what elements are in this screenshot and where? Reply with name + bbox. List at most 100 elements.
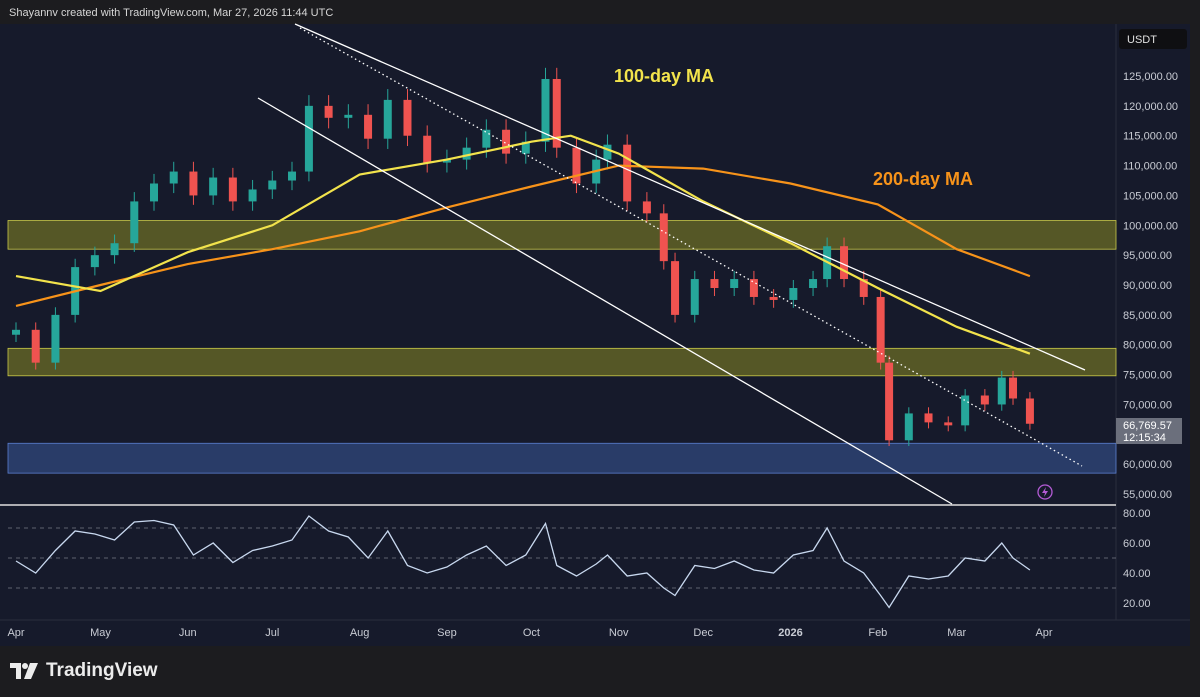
candle-body — [304, 105, 313, 172]
rsi-tick: 60.00 — [1123, 538, 1151, 550]
time-tick: 2026 — [778, 627, 802, 639]
ma200-line — [15, 164, 1031, 307]
time-tick: Feb — [868, 627, 887, 639]
candle-body — [110, 243, 119, 256]
candle-body — [383, 99, 392, 139]
candle-body — [150, 183, 159, 202]
candle-body — [944, 422, 953, 426]
candle-body — [876, 296, 885, 363]
ma100-label: 100-day MA — [614, 66, 714, 86]
price-tick: 105,000.00 — [1123, 190, 1178, 202]
candle-body — [288, 171, 297, 181]
candle-body — [885, 362, 894, 441]
candle-body — [961, 395, 970, 426]
price-tick: 110,000.00 — [1123, 161, 1177, 173]
rsi-line — [15, 515, 1031, 609]
channel-mid-dotted-line — [299, 27, 1083, 467]
candle-body — [671, 261, 680, 315]
ma200-label: 200-day MA — [873, 169, 973, 189]
currency-label: USDT — [1127, 34, 1157, 46]
time-tick: Nov — [609, 627, 629, 639]
candle-body — [403, 99, 412, 136]
candle-body — [502, 129, 511, 154]
price-tick: 120,000.00 — [1123, 101, 1178, 113]
candle-body — [228, 177, 237, 202]
last-price: 66,769.57 — [1123, 420, 1172, 432]
price-tick: 75,000.00 — [1123, 370, 1172, 382]
candle-body — [642, 201, 651, 214]
candle-body — [809, 279, 818, 289]
candle-body — [904, 413, 913, 441]
resistance-zone — [7, 347, 1117, 377]
candle-body — [603, 144, 612, 160]
candle-body — [344, 114, 353, 118]
time-tick: Apr — [1035, 627, 1052, 639]
candle-body — [980, 395, 989, 405]
candle-body — [51, 314, 60, 363]
rsi-tick: 40.00 — [1123, 568, 1151, 580]
candle-body — [482, 129, 491, 148]
candle-body — [859, 279, 868, 297]
last-price-badge: 66,769.57 12:15:34 — [1116, 418, 1182, 444]
candle-body — [789, 288, 798, 300]
price-tick: 95,000.00 — [1123, 250, 1172, 262]
countdown: 12:15:34 — [1123, 432, 1166, 444]
candle-body — [169, 171, 178, 184]
candle-body — [1009, 377, 1018, 399]
time-tick: Jul — [265, 627, 279, 639]
candle-body — [442, 159, 451, 163]
time-tick: Dec — [693, 627, 713, 639]
candle-body — [12, 329, 20, 335]
candle-body — [924, 413, 933, 423]
currency-badge[interactable]: USDT — [1119, 29, 1187, 49]
candle-body — [423, 135, 432, 163]
candle-body — [209, 177, 218, 196]
price-tick: 70,000.00 — [1123, 399, 1172, 411]
candle-body — [769, 296, 778, 300]
price-tick: 125,000.00 — [1123, 71, 1178, 83]
price-tick: 90,000.00 — [1123, 280, 1172, 292]
chart-credit: Shayannv created with TradingView.com, M… — [9, 7, 334, 19]
candle-body — [189, 171, 198, 196]
candle-body — [710, 279, 719, 289]
time-tick: Jun — [179, 627, 197, 639]
lightning-icon[interactable] — [1037, 484, 1053, 500]
candle-body — [997, 377, 1006, 405]
time-tick: Sep — [437, 627, 457, 639]
time-tick: Aug — [350, 627, 370, 639]
rsi-tick: 20.00 — [1123, 598, 1151, 610]
candle-body — [552, 78, 561, 148]
price-tick: 100,000.00 — [1123, 220, 1178, 232]
rsi-tick: 80.00 — [1123, 508, 1151, 520]
candle-body — [462, 147, 471, 160]
tradingview-logo-text: TradingView — [46, 660, 158, 681]
price-tick: 115,000.00 — [1123, 131, 1177, 143]
candle-body — [268, 180, 277, 190]
candle-body — [130, 201, 139, 244]
candle-body — [749, 279, 758, 297]
candle-body — [541, 78, 550, 142]
candle-body — [840, 246, 849, 280]
candle-body — [324, 105, 333, 118]
tradingview-logo[interactable]: TradingView — [10, 660, 158, 682]
price-tick: 55,000.00 — [1123, 489, 1172, 501]
time-tick: Apr — [7, 627, 24, 639]
candle-body — [364, 114, 373, 139]
candle-body — [521, 141, 530, 154]
candle-body — [690, 279, 699, 315]
candle-body — [90, 255, 99, 268]
support-zone — [7, 442, 1117, 474]
price-tick: 60,000.00 — [1123, 459, 1172, 471]
time-tick: Mar — [947, 627, 966, 639]
price-tick: 80,000.00 — [1123, 340, 1172, 352]
chart-background — [0, 24, 1190, 646]
channel-upper-line — [294, 23, 1086, 371]
time-tick: May — [90, 627, 111, 639]
price-tick: 85,000.00 — [1123, 310, 1172, 322]
candle-body — [730, 279, 739, 289]
channel-lower-line — [257, 97, 953, 505]
ma100-line — [15, 134, 1031, 355]
candle-body — [248, 189, 257, 202]
time-tick: Oct — [523, 627, 540, 639]
